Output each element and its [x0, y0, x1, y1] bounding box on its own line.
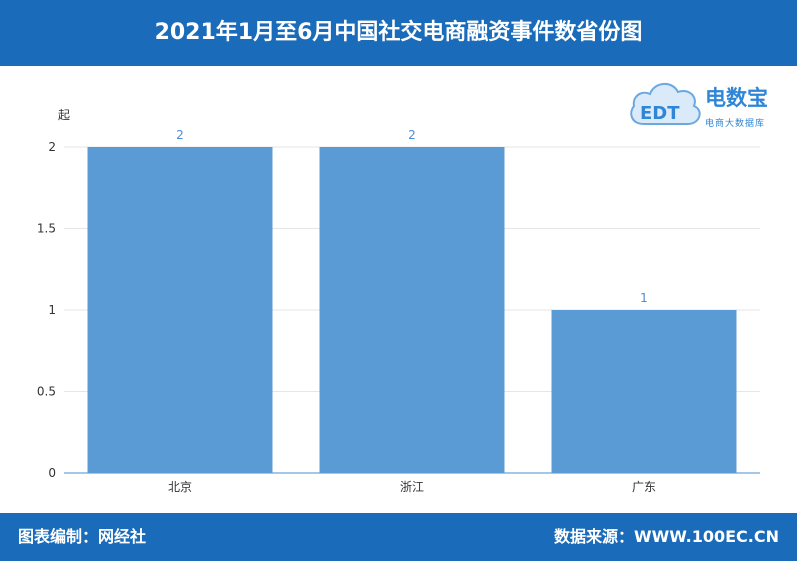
cloud-logo-icon: EDT [630, 83, 701, 125]
y-axis-unit: 起 [58, 108, 71, 122]
data-label: 2 [408, 128, 416, 142]
logo-name: 电数宝 [705, 86, 768, 110]
footer-bar: 图表编制：网经社 数据来源：WWW.100EC.CN [0, 513, 797, 561]
bar [87, 147, 273, 473]
x-tick-label: 广东 [632, 480, 656, 494]
y-tick-label: 2 [48, 140, 56, 154]
footer-source-editor: 图表编制：网经社 [18, 527, 147, 546]
title-bar: 2021年1月至6月中国社交电商融资事件数省份图 [0, 0, 797, 66]
logo-mark: EDT [640, 103, 680, 124]
chart-title: 2021年1月至6月中国社交电商融资事件数省份图 [154, 20, 643, 45]
x-tick-label: 浙江 [400, 480, 424, 494]
data-label: 1 [640, 291, 648, 305]
y-tick-label: 0.5 [37, 385, 56, 399]
data-label: 2 [176, 128, 184, 142]
bar [551, 310, 737, 473]
bar-chart: 0 0.5 1 1.5 2 2 北京 2 浙江 1 广东 [37, 128, 760, 494]
x-tick-label: 北京 [168, 480, 192, 494]
logo-subtitle: 电商大数据库 [705, 119, 766, 129]
y-tick-label: 1.5 [37, 222, 56, 236]
y-tick-label: 0 [48, 466, 56, 480]
logo: EDT [626, 72, 796, 134]
footer-data-source: 数据来源：WWW.100EC.CN [553, 527, 779, 546]
y-tick-label: 1 [48, 303, 56, 317]
bar [319, 147, 505, 473]
